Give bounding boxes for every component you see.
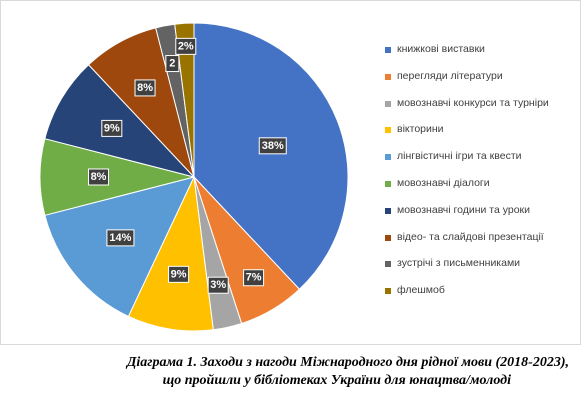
slice-data-label-box bbox=[134, 79, 156, 97]
slice-data-label-box bbox=[101, 119, 123, 137]
legend-item: лінгвістичні ігри та квести bbox=[385, 149, 581, 176]
slice-data-label: 9% bbox=[168, 265, 190, 283]
slice-data-label: 9% bbox=[101, 119, 123, 137]
slice-data-label: 8% bbox=[88, 168, 110, 186]
slice-data-label-text: 2% bbox=[178, 40, 194, 52]
legend-label: мовознавчі діалоги bbox=[397, 176, 490, 189]
pie-chart: 38% 7% 3% 9% 14% 8% 9% 8% 22% bbox=[39, 22, 349, 332]
pie-slice bbox=[127, 175, 214, 332]
slice-data-label: 2 bbox=[165, 55, 180, 73]
slice-data-label-box bbox=[207, 276, 229, 294]
legend-item: мовознавчі конкурси та турніри bbox=[385, 96, 581, 123]
slice-data-label-box bbox=[165, 55, 180, 73]
legend-swatch bbox=[385, 154, 391, 161]
legend-label: вікторини bbox=[397, 123, 444, 136]
slice-data-label-box bbox=[258, 137, 287, 155]
slice-data-label: 14% bbox=[106, 229, 135, 247]
slice-data-label-text: 2 bbox=[169, 58, 175, 70]
pie-slice bbox=[44, 176, 195, 318]
legend-item: флешмоб bbox=[385, 283, 581, 310]
slice-data-label-text: 3% bbox=[210, 279, 226, 291]
legend-swatch bbox=[385, 180, 391, 187]
legend-label: лінгвістичні ігри та квести bbox=[397, 150, 522, 163]
slice-data-label-box bbox=[175, 37, 197, 55]
legend-swatch bbox=[385, 47, 391, 53]
legend-label: відео- та слайдові презентації bbox=[397, 230, 544, 243]
slice-data-label-box bbox=[243, 269, 265, 287]
slice-data-label-text: 38% bbox=[262, 140, 284, 152]
slice-data-label-box bbox=[106, 229, 135, 247]
legend-swatch bbox=[385, 261, 391, 268]
slice-data-label: 8% bbox=[134, 79, 156, 97]
legend-swatch bbox=[385, 288, 391, 295]
slice-data-label-box bbox=[168, 265, 190, 283]
legend-swatch bbox=[385, 234, 391, 241]
legend-label: мовознавчі години та уроки bbox=[397, 203, 531, 216]
chart-caption: Діаграма 1. Заходи з нагоди Міжнародного… bbox=[0, 354, 581, 390]
legend-item: книжкові виставки bbox=[385, 42, 581, 69]
slice-data-label: 3% bbox=[207, 276, 229, 294]
legend-item: відео- та слайдові презентації bbox=[385, 230, 581, 257]
legend: книжкові виставки перегляди літератури м… bbox=[385, 42, 581, 310]
legend-item: зустрічі з письменниками bbox=[385, 256, 581, 283]
slice-data-label-text: 8% bbox=[91, 171, 107, 183]
pie-slice bbox=[174, 22, 195, 178]
pie-slice bbox=[193, 22, 349, 290]
caption-line-1: Діаграма 1. Заходи з нагоди Міжнародного… bbox=[126, 355, 569, 370]
legend-swatch bbox=[385, 73, 391, 80]
legend-label: книжкові виставки bbox=[397, 43, 485, 55]
slice-data-label: 38% bbox=[258, 137, 287, 155]
chart-area: 38% 7% 3% 9% 14% 8% 9% 8% 2 2% книжкові виставки … bbox=[0, 0, 581, 345]
legend-swatch bbox=[385, 127, 391, 134]
legend-swatch bbox=[385, 100, 391, 107]
legend-label: зустрічі з письменниками bbox=[397, 257, 521, 270]
caption-line-2: що пройшли у бібліотеках України для юна… bbox=[162, 373, 511, 388]
legend-label: мовознавчі конкурси та турніри bbox=[397, 96, 549, 109]
legend-label: перегляди літератури bbox=[397, 69, 503, 82]
slice-data-label-box bbox=[88, 168, 110, 186]
legend-label: флешмоб bbox=[397, 284, 445, 297]
slice-data-label-text: 14% bbox=[109, 232, 131, 244]
slice-data-label-text: 7% bbox=[246, 272, 262, 284]
slice-data-label: 7% bbox=[243, 269, 265, 287]
legend-item: мовознавчі діалоги bbox=[385, 176, 581, 203]
slice-data-label: 2% bbox=[175, 37, 197, 55]
slice-data-label-text: 9% bbox=[171, 268, 187, 280]
legend-item: перегляди літератури bbox=[385, 69, 581, 96]
legend-item: вікторини bbox=[385, 122, 581, 149]
slice-data-label-text: 9% bbox=[104, 122, 120, 134]
legend-item: мовознавчі години та уроки bbox=[385, 203, 581, 230]
legend-swatch bbox=[385, 207, 391, 214]
slice-data-label-text: 8% bbox=[137, 82, 153, 94]
